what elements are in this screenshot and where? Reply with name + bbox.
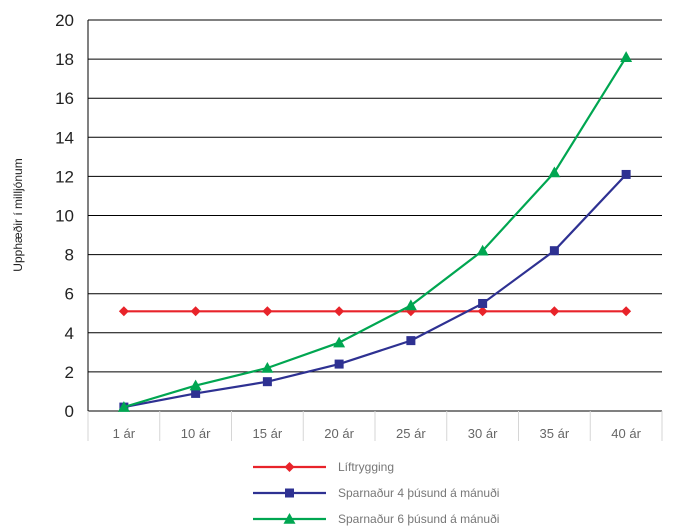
data-point: [189, 379, 202, 391]
legend: Líftrygging Sparnaður 4 þúsund á mánuði Sp…: [253, 460, 499, 526]
y-axis-label: Upphæðir í milljónum: [11, 158, 25, 271]
x-tick-label: 15 ár: [253, 426, 283, 441]
data-point: [621, 169, 631, 179]
series-group: [117, 51, 633, 412]
y-tick-label: 4: [65, 324, 74, 343]
series-1: [118, 306, 632, 317]
series-2: [119, 169, 631, 412]
series-line: [123, 56, 628, 409]
data-point: [334, 306, 345, 317]
legend-label: Líftrygging: [338, 460, 394, 474]
legend-label: Sparnaður 6 þúsund á mánuði: [338, 512, 499, 526]
data-point: [548, 166, 561, 178]
data-point: [334, 359, 344, 369]
y-tick-labels: 0 2 4 6 8 10 12 14 16 18 20: [55, 11, 74, 421]
plot-frame: [87, 20, 663, 441]
legend-label: Sparnaður 4 þúsund á mánuði: [338, 486, 499, 500]
data-point: [478, 298, 488, 308]
data-point: [406, 336, 416, 346]
y-tick-label: 14: [55, 128, 74, 147]
y-tick-label: 0: [65, 402, 74, 421]
x-tick-labels: 1 ár 10 ár 15 ár 20 ár 25 ár 30 ár 35 ár 40 ár: [113, 426, 642, 441]
data-point: [549, 246, 559, 256]
x-tick-label: 35 ár: [540, 426, 570, 441]
data-point: [476, 244, 489, 256]
y-tick-label: 6: [65, 285, 74, 304]
x-tick-label: 10 ár: [181, 426, 211, 441]
y-tick-label: 10: [55, 207, 74, 226]
x-tick-label: 30 ár: [468, 426, 498, 441]
legend-item: Sparnaður 4 þúsund á mánuði: [253, 486, 499, 500]
data-point: [549, 306, 560, 317]
x-tick-label: 25 ár: [396, 426, 426, 441]
data-point: [477, 306, 488, 317]
legend-item: Sparnaður 6 þúsund á mánuði: [253, 512, 499, 526]
data-point: [117, 401, 130, 412]
x-tick-label: 20 ár: [324, 426, 354, 441]
legend-item: Líftrygging: [253, 460, 394, 474]
data-point: [191, 388, 201, 398]
data-point: [262, 377, 272, 387]
x-tick-label: 40 ár: [611, 426, 641, 441]
y-tick-label: 18: [55, 50, 74, 69]
legend-marker: [285, 488, 294, 498]
data-point: [620, 51, 633, 62]
y-tick-label: 2: [65, 363, 74, 382]
series-line: [123, 173, 627, 409]
gridlines: [88, 19, 662, 412]
data-point: [621, 306, 632, 317]
x-tick-label: 1 ár: [113, 426, 136, 441]
legend-marker: [284, 462, 295, 472]
data-point: [262, 306, 273, 317]
data-point: [333, 336, 346, 348]
data-point: [118, 306, 129, 317]
y-tick-label: 16: [55, 89, 74, 108]
data-point: [190, 306, 201, 317]
y-tick-label: 20: [55, 11, 74, 30]
series-3: [117, 51, 633, 412]
data-point: [261, 361, 274, 373]
data-point: [404, 299, 417, 311]
y-tick-label: 8: [65, 246, 74, 265]
legend-marker: [283, 513, 296, 524]
y-tick-label: 12: [55, 167, 74, 186]
